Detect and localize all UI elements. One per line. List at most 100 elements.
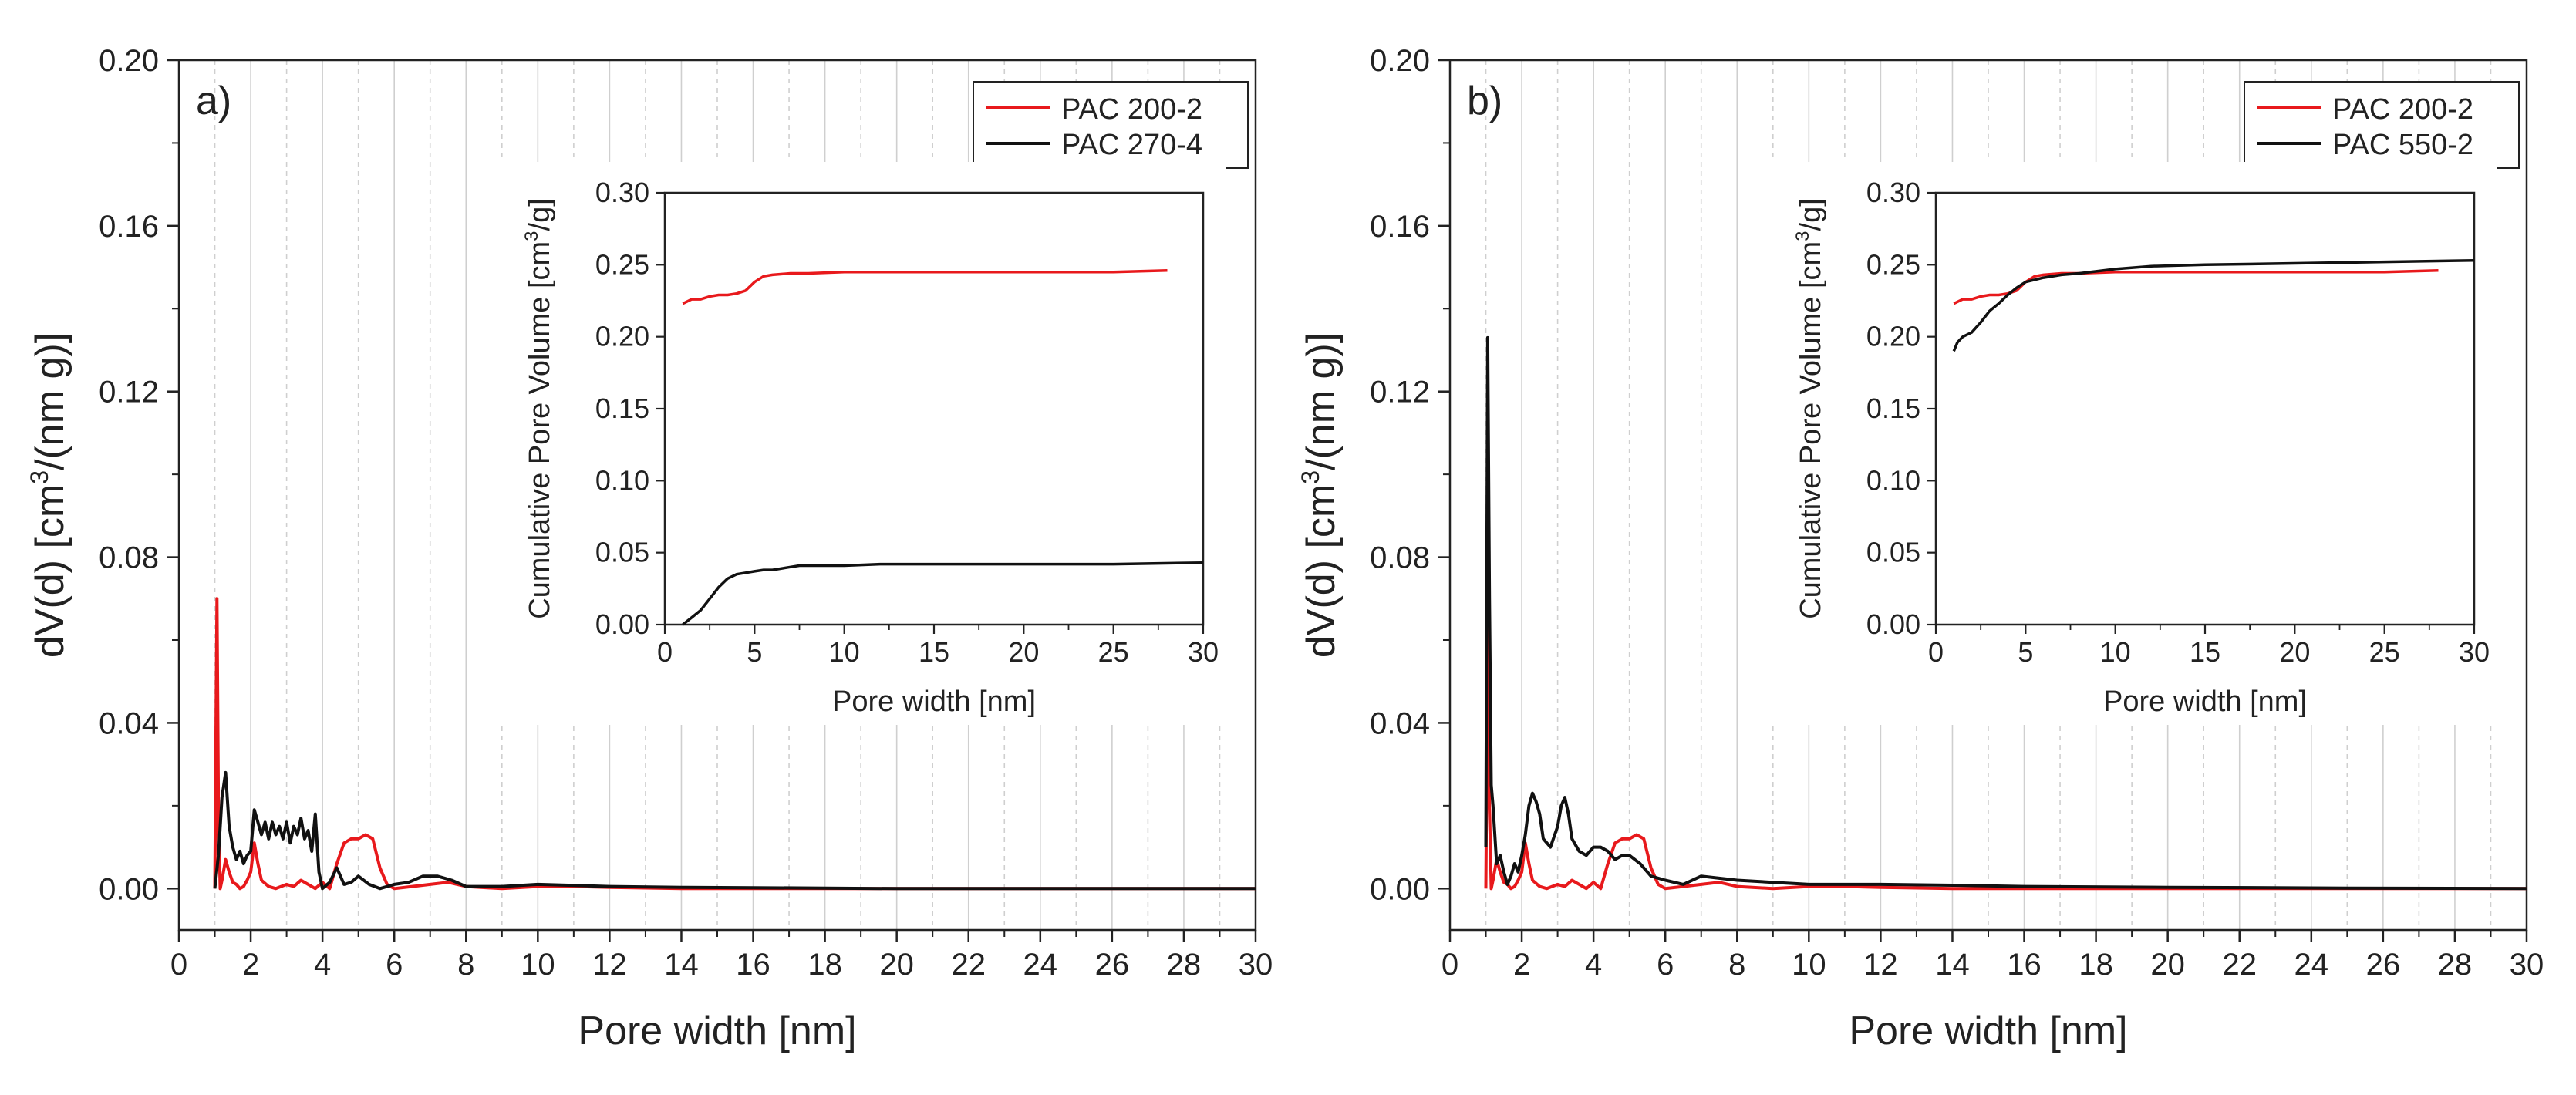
x-tick-label: 28 <box>2438 948 2473 982</box>
x-tick-label: 22 <box>951 948 986 982</box>
inset-chart: 0 5 10 15 20 25 30 0.00 0.05 0.10 0.15 0.20 0.25 0.30… <box>487 162 1226 725</box>
y-axis-label-main: dV(d) [cm <box>1299 484 1344 658</box>
inset-x-axis-label: Pore width [nm] <box>832 686 1036 718</box>
x-tick-label: 0 <box>1441 948 1458 982</box>
inset-x-tick-label: 10 <box>829 636 860 668</box>
x-tick-label: 16 <box>736 948 770 982</box>
y-axis-label-rest: /(nm g)] <box>1299 332 1344 470</box>
inset-y-tick-label: 0.05 <box>1866 537 1920 568</box>
x-tick-label: 26 <box>2366 948 2401 982</box>
inset-y-tick-label: 0.30 <box>1866 177 1920 208</box>
x-tick-label: 18 <box>808 948 842 982</box>
inset-y-axis-label-rest: /g] <box>524 198 556 231</box>
y-tick-label: 0.08 <box>1370 541 1430 575</box>
y-axis-label: dV(d) [cm3/(nm g)] <box>1296 332 1344 658</box>
inset-frame <box>663 191 1205 626</box>
panel-b: 0 2 4 6 8 10 12 14 16 18 20 22 24 26 28 300.000.040.080… <box>1296 44 2544 1053</box>
y-axis-label-rest: /(nm g)] <box>28 332 72 470</box>
inset-y-tick-label: 0.00 <box>595 608 649 640</box>
inset-y-axis-label-rest: /g] <box>1795 198 1827 231</box>
legend-label: PAC 200-2 <box>1061 93 1202 126</box>
inset-y-tick-label: 0.10 <box>595 464 649 496</box>
x-tick-label: 16 <box>2007 948 2042 982</box>
inset-y-axis-label-main: Cumulative Pore Volume [cm <box>524 241 556 619</box>
y-tick-label: 0.16 <box>99 210 159 244</box>
x-tick-label: 14 <box>1935 948 1970 982</box>
inset-series-line-pac-270-4 <box>682 561 1204 626</box>
x-tick-label: 6 <box>1657 948 1674 982</box>
inset-series-line-pac-200-2 <box>1953 269 2439 305</box>
y-tick-label: 0.12 <box>1370 376 1430 409</box>
x-tick-label: 10 <box>521 948 555 982</box>
inset-y-tick-label: 0.15 <box>595 393 649 424</box>
y-tick-label: 0.12 <box>99 376 159 409</box>
x-tick-label: 12 <box>592 948 627 982</box>
series-line-pac-550-2 <box>1484 335 2527 891</box>
inset-x-tick-label: 20 <box>1008 636 1039 668</box>
inset-frame <box>1934 191 2476 626</box>
x-tick-label: 2 <box>1513 948 1530 982</box>
y-tick-label: 0.00 <box>1370 872 1430 906</box>
y-axis-label: dV(d) [cm3/(nm g)] <box>25 332 72 658</box>
x-axis-label: Pore width [nm] <box>578 1009 856 1053</box>
y-axis-label-sup: 3 <box>25 470 53 484</box>
legend-label: PAC 550-2 <box>2332 129 2473 161</box>
x-tick-label: 26 <box>1095 948 1130 982</box>
inset-y-tick-label: 0.10 <box>1866 464 1920 496</box>
x-tick-label: 24 <box>1023 948 1058 982</box>
inset-x-tick-label: 15 <box>919 636 949 668</box>
inset-y-axis-label-sup: 3 <box>521 231 542 241</box>
x-tick-label: 6 <box>386 948 403 982</box>
inset-x-tick-label: 30 <box>1188 636 1219 668</box>
inset-y-tick-label: 0.30 <box>595 177 649 208</box>
y-tick-label: 0.00 <box>99 872 159 906</box>
inset-series-line-pac-200-2 <box>682 269 1168 305</box>
inset-x-tick-label: 10 <box>2100 636 2131 668</box>
inset-x-tick-label: 15 <box>2190 636 2220 668</box>
x-tick-label: 20 <box>879 948 914 982</box>
x-tick-label: 30 <box>1239 948 1273 982</box>
inset-x-tick-label: 5 <box>2018 636 2033 668</box>
x-tick-label: 4 <box>314 948 331 982</box>
y-tick-label: 0.08 <box>99 541 159 575</box>
inset-y-tick-label: 0.15 <box>1866 393 1920 424</box>
x-tick-label: 24 <box>2294 948 2329 982</box>
inset-series-line-pac-550-2 <box>1952 258 2475 352</box>
x-tick-label: 30 <box>2510 948 2544 982</box>
y-tick-label: 0.20 <box>99 44 159 78</box>
y-tick-label: 0.20 <box>1370 44 1430 78</box>
y-tick-label: 0.16 <box>1370 210 1430 244</box>
x-tick-label: 10 <box>1792 948 1826 982</box>
inset-y-tick-label: 0.25 <box>595 248 649 280</box>
x-tick-label: 14 <box>664 948 699 982</box>
inset-y-tick-label: 0.20 <box>1866 321 1920 352</box>
legend-label: PAC 200-2 <box>2332 93 2473 126</box>
inset-y-tick-label: 0.00 <box>1866 608 1920 640</box>
y-tick-label: 0.04 <box>1370 706 1430 740</box>
x-tick-label: 22 <box>2222 948 2257 982</box>
panel-label: b) <box>1467 79 1502 123</box>
panel-a: 0 2 4 6 8 10 12 14 16 18 20 22 24 26 28 300.000.040.080… <box>25 44 1273 1053</box>
legend-label: PAC 270-4 <box>1061 129 1202 161</box>
inset-chart: 0 5 10 15 20 25 30 0.00 0.05 0.10 0.15 0.20 0.25 0.30… <box>1758 162 2497 725</box>
inset-y-axis-label: Cumulative Pore Volume [cm3/g] <box>521 198 556 619</box>
x-tick-label: 18 <box>2079 948 2113 982</box>
y-axis-label-main: dV(d) [cm <box>28 484 72 658</box>
legend-box <box>973 81 1249 169</box>
y-axis-label-sup: 3 <box>1296 470 1324 484</box>
panel-label: a) <box>196 79 231 123</box>
inset-x-tick-label: 25 <box>2369 636 2400 668</box>
inset-x-tick-label: 0 <box>1928 636 1944 668</box>
inset-x-tick-label: 20 <box>2279 636 2310 668</box>
x-tick-label: 4 <box>1585 948 1602 982</box>
inset-x-tick-label: 0 <box>657 636 673 668</box>
y-tick-label: 0.04 <box>99 706 159 740</box>
x-tick-label: 12 <box>1863 948 1898 982</box>
inset-x-axis-label: Pore width [nm] <box>2103 686 2307 718</box>
inset-y-axis-label-sup: 3 <box>1792 231 1813 241</box>
x-tick-label: 20 <box>2150 948 2185 982</box>
inset-y-axis-label-main: Cumulative Pore Volume [cm <box>1795 241 1827 619</box>
